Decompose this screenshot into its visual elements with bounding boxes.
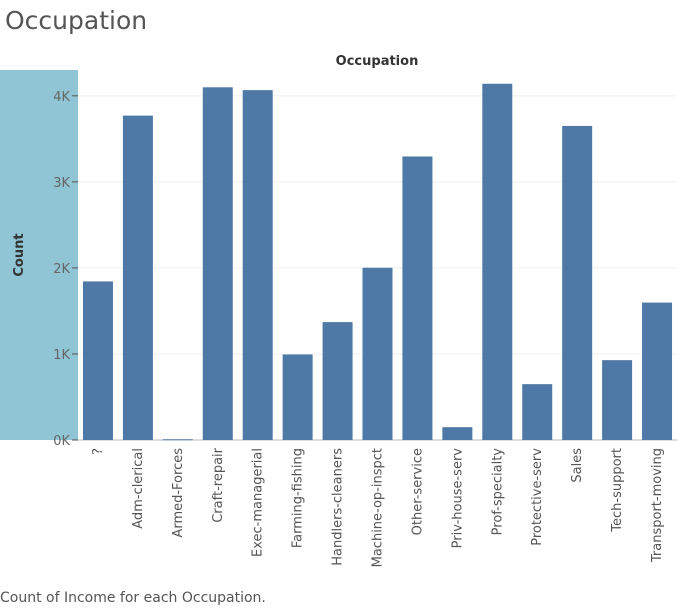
bar-armed-forces[interactable] [162, 439, 193, 441]
y-axis-title: Count [12, 233, 27, 276]
y-tick-label: 4K [53, 90, 70, 105]
bar-chart: 0K 1K 2K 3K 4K Occupation Count? Adm-clerical Ar… [0, 54, 677, 567]
bar-sales[interactable] [562, 125, 593, 440]
x-tick-label: Handlers-cleaners [331, 448, 346, 566]
chart-caption: Count of Income for each Occupation. [0, 590, 266, 606]
bar-protective-serv[interactable] [522, 384, 553, 440]
bar-prof-specialty[interactable] [482, 83, 513, 440]
bar-adm-clerical[interactable] [122, 115, 153, 441]
x-tick-label: Transport-moving [650, 448, 665, 563]
x-tick-label: Tech-support [610, 448, 625, 533]
y-tick-label: 2K [53, 262, 70, 277]
x-tick-label: Prof-specialty [490, 448, 505, 536]
x-tick-label: Machine-op-inspct [371, 448, 386, 567]
x-tick-label: Sales [570, 448, 585, 483]
y-tick-label: 0K [53, 434, 70, 449]
x-tick-label: Farming-fishing [291, 448, 306, 548]
x-tick-label: Adm-clerical [131, 448, 146, 529]
bar-priv-house-serv[interactable] [442, 427, 473, 440]
bar-exec-managerial[interactable] [242, 90, 273, 440]
bar-transport-moving[interactable] [642, 302, 673, 440]
bar-machine-op-inspct[interactable] [362, 267, 393, 440]
y-axis-header [0, 70, 78, 440]
bar-other-service[interactable] [402, 156, 433, 440]
x-tick-label: Exec-managerial [251, 448, 266, 557]
x-tick-label: Craft-repair [211, 447, 226, 522]
sheet-title: Occupation [5, 6, 148, 35]
bar-craft-repair[interactable] [202, 87, 233, 440]
x-axis-title: Occupation [336, 54, 419, 69]
y-tick-label: 1K [53, 348, 70, 363]
bar-tech-support[interactable] [602, 360, 633, 440]
bar-[interactable] [82, 281, 113, 440]
bar-farming-fishing[interactable] [282, 354, 313, 440]
y-tick-label: 3K [53, 176, 70, 191]
x-tick-label: Priv-house-serv [450, 448, 465, 549]
bar-handlers-cleaners[interactable] [322, 322, 353, 440]
x-tick-label: Other-service [410, 448, 425, 535]
x-tick-label: Protective-serv [530, 448, 545, 546]
x-tick-label: ? [91, 448, 106, 455]
x-tick-label: Armed-Forces [171, 448, 186, 538]
